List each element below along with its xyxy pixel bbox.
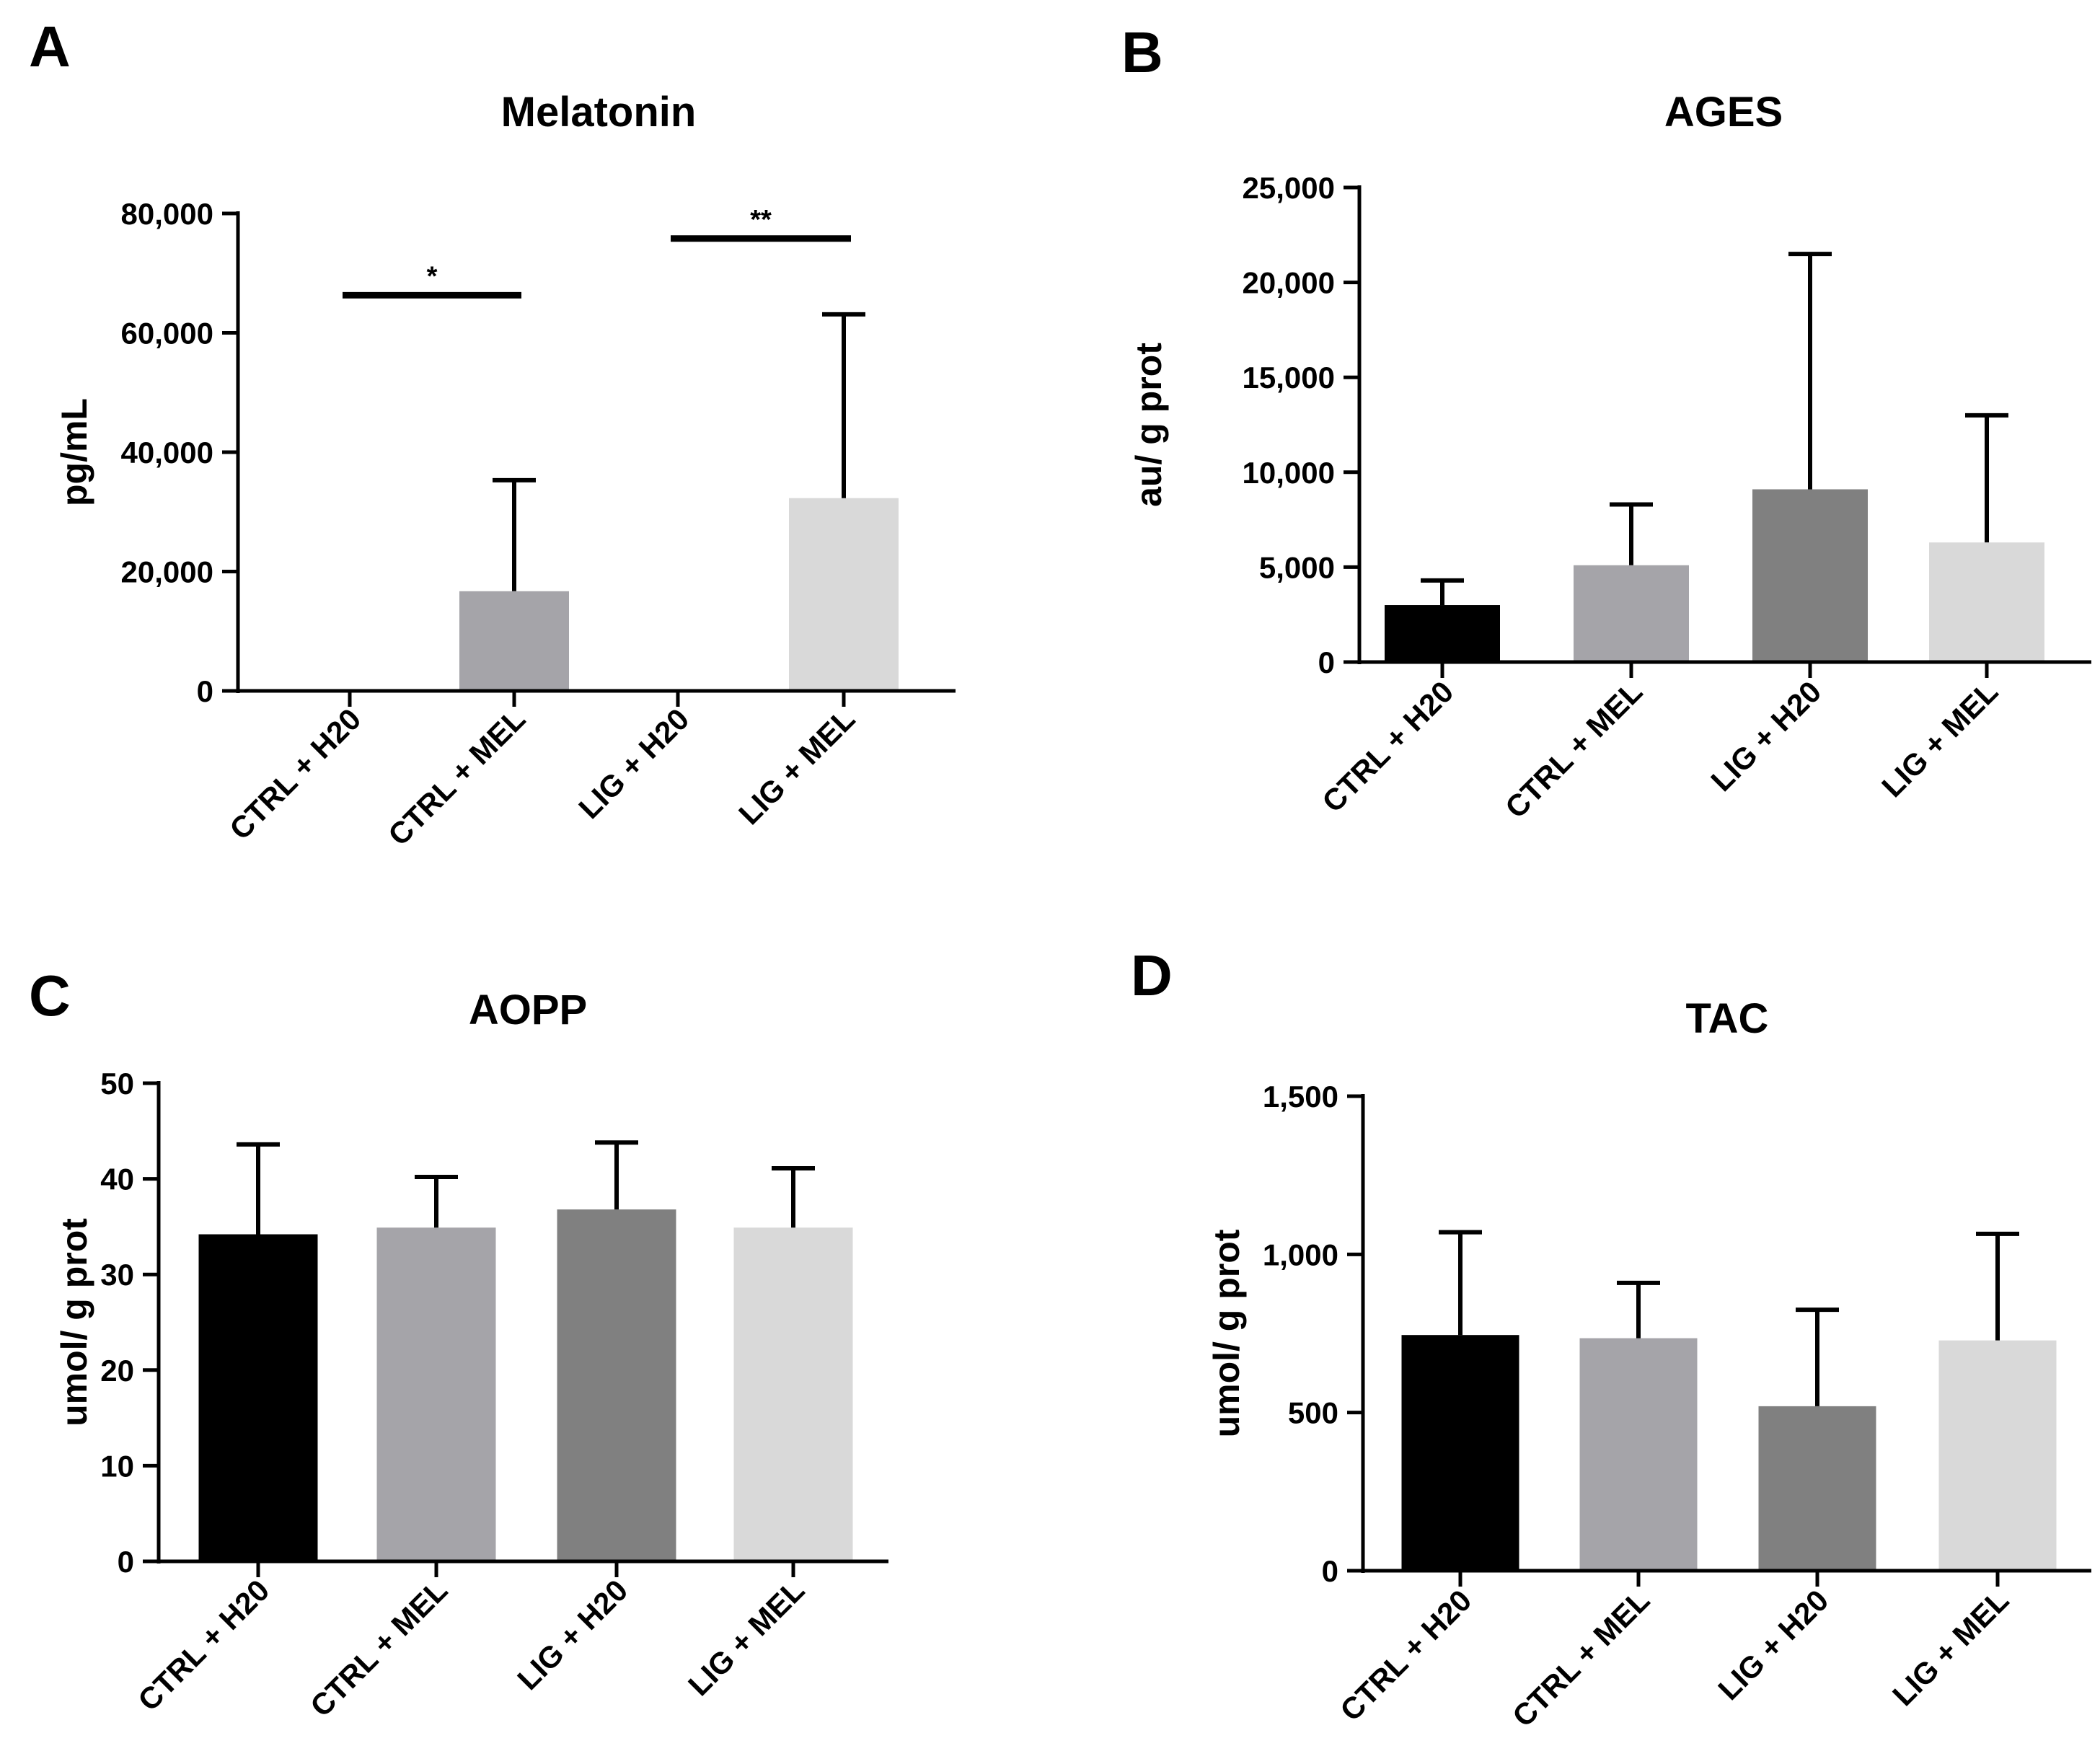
y-tick-label: 5,000: [1259, 550, 1335, 584]
y-tick-label: 20,000: [121, 555, 213, 589]
panel-letter: A: [29, 14, 71, 79]
y-axis-label: au/ g prot: [1129, 343, 1169, 507]
bar: [1579, 1338, 1698, 1571]
y-tick-label: 0: [1322, 1554, 1338, 1588]
chart-title: AOPP: [469, 987, 587, 1033]
chart-title: Melatonin: [501, 89, 697, 136]
bar: [1574, 565, 1689, 662]
bar: [1938, 1340, 2057, 1571]
y-tick-label: 1,500: [1263, 1080, 1338, 1113]
chart-title: AGES: [1664, 89, 1783, 136]
chart-title: TAC: [1686, 995, 1769, 1042]
y-tick-label: 15,000: [1243, 361, 1335, 394]
bar: [198, 1234, 318, 1561]
y-tick-label: 25,000: [1243, 171, 1335, 205]
y-tick-label: 40,000: [121, 436, 213, 469]
bar: [557, 1209, 676, 1561]
y-tick-label: 500: [1288, 1396, 1338, 1430]
bar: [376, 1227, 496, 1561]
y-tick-label: 0: [197, 674, 213, 708]
panel-letter: D: [1131, 943, 1173, 1007]
significance-label: *: [427, 261, 438, 291]
y-tick-label: 20: [100, 1354, 134, 1388]
y-tick-label: 20,000: [1243, 266, 1335, 300]
y-tick-label: 1,000: [1263, 1238, 1338, 1271]
y-axis-label: umol/ g prot: [1206, 1229, 1247, 1437]
y-tick-label: 80,000: [121, 197, 213, 231]
y-tick-label: 30: [100, 1258, 134, 1292]
bar: [1385, 605, 1500, 662]
panel-letter: C: [29, 963, 71, 1028]
bar: [1752, 489, 1868, 662]
y-tick-label: 0: [118, 1545, 134, 1579]
y-tick-label: 50: [100, 1067, 134, 1101]
panel-letter: B: [1121, 20, 1163, 84]
y-tick-label: 10: [100, 1449, 134, 1483]
bar: [459, 591, 569, 691]
y-tick-label: 40: [100, 1163, 134, 1196]
y-tick-label: 60,000: [121, 317, 213, 350]
y-tick-label: 0: [1318, 645, 1335, 679]
y-tick-label: 10,000: [1243, 456, 1335, 490]
bar: [789, 498, 899, 691]
y-axis-label: pg/mL: [54, 398, 94, 506]
bar: [1929, 542, 2044, 662]
bar: [733, 1227, 853, 1561]
significance-label: **: [750, 205, 772, 235]
bar: [1758, 1406, 1876, 1571]
y-axis-label: umol/ g prot: [54, 1218, 94, 1426]
bar: [1401, 1335, 1519, 1571]
